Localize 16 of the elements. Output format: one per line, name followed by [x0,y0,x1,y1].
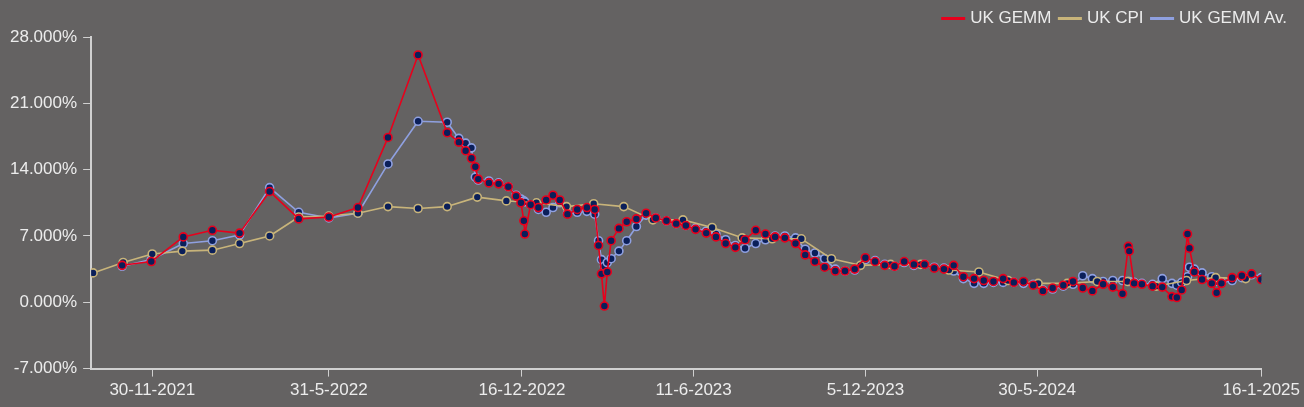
y-tick-label: 0.000% [19,291,78,311]
legend-label: UK GEMM [970,8,1052,28]
y-tick-label: 14.000% [9,159,78,179]
legend-label: UK GEMM Av. [1179,8,1288,28]
y-tick-label: 21.000% [9,93,78,113]
x-tick-label: 5-12-2023 [826,380,905,400]
x-tick-label: 11-6-2023 [655,380,732,400]
y-tick-label: 7.000% [19,225,78,245]
x-tick-label: 30-11-2021 [109,380,196,400]
x-tick-label: 31-5-2022 [290,380,368,400]
x-tick-label: 16-1-2025 [1222,380,1301,400]
x-tick-label: 16-12-2022 [478,380,566,400]
x-tick-label: 30-5-2024 [998,380,1076,400]
y-tick-label: 28.000% [9,26,78,46]
y-tick-label: -7.000% [13,358,78,378]
legend-label: UK CPI [1086,8,1144,28]
